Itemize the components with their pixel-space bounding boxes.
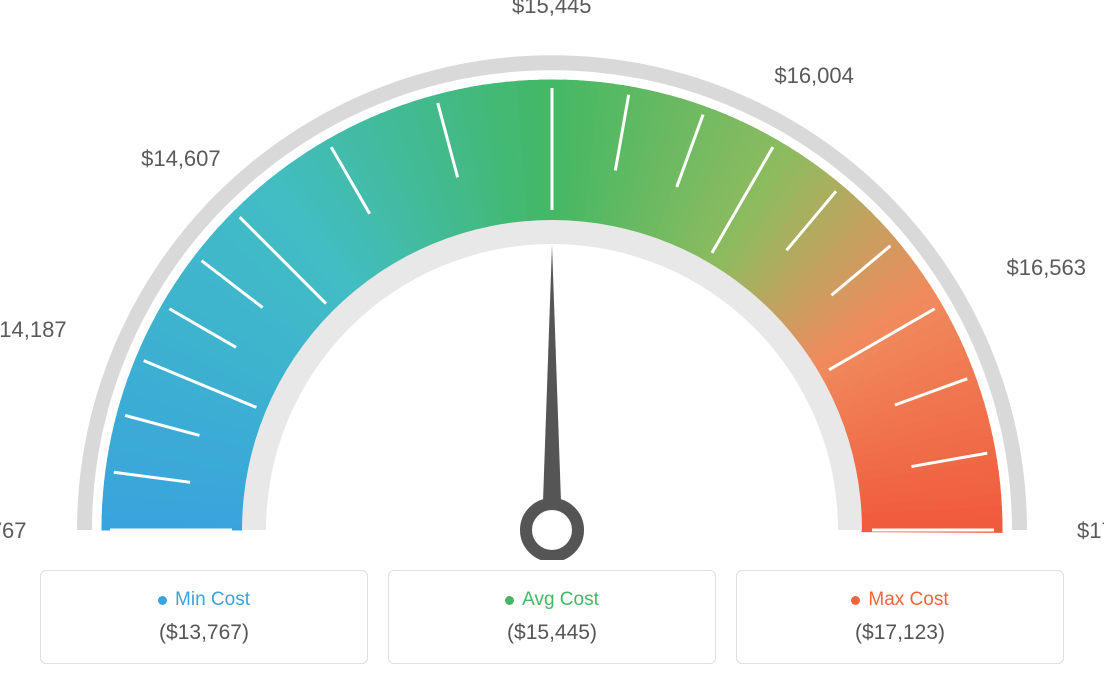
legend-row: Min Cost ($13,767) Avg Cost ($15,445) Max Co… xyxy=(0,570,1104,664)
gauge-tick-label: $16,004 xyxy=(774,63,854,89)
legend-card: Avg Cost ($15,445) xyxy=(388,570,716,664)
gauge-tick-label: $13,767 xyxy=(0,518,27,544)
legend-card-value: ($15,445) xyxy=(399,621,705,645)
legend-card-title: Max Cost xyxy=(851,589,948,611)
legend-dot-icon xyxy=(851,596,860,605)
gauge-chart xyxy=(0,0,1104,560)
gauge-container: $13,767 $14,187 $14,607 $15,445 $16,004 $16,5… xyxy=(0,0,1104,560)
legend-dot-icon xyxy=(158,596,167,605)
legend-title-text: Min Cost xyxy=(175,589,250,611)
legend-title-text: Max Cost xyxy=(868,589,948,611)
gauge-tick-label: $15,445 xyxy=(512,0,592,19)
legend-card-title: Min Cost xyxy=(158,589,250,611)
legend-card-value: ($17,123) xyxy=(747,621,1053,645)
gauge-tick-label: $14,607 xyxy=(141,146,221,172)
gauge-tick-label: $14,187 xyxy=(0,317,67,343)
legend-dot-icon xyxy=(505,596,514,605)
legend-title-text: Avg Cost xyxy=(522,589,599,611)
legend-card-value: ($13,767) xyxy=(51,621,357,645)
gauge-tick-label: $17,123 xyxy=(1077,518,1104,544)
legend-card: Min Cost ($13,767) xyxy=(40,570,368,664)
legend-card-title: Avg Cost xyxy=(505,589,599,611)
gauge-tick-label: $16,563 xyxy=(1006,255,1086,281)
legend-card: Max Cost ($17,123) xyxy=(736,570,1064,664)
